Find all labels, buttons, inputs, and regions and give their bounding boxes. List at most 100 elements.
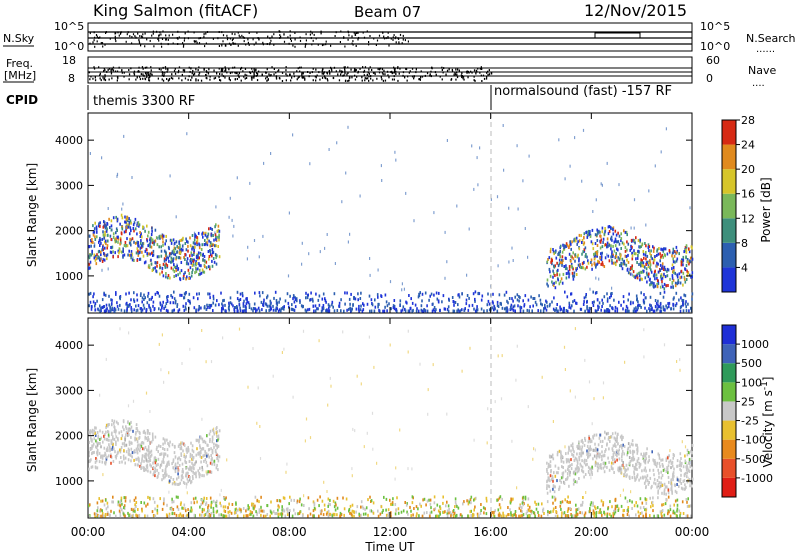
scatter-cell — [596, 244, 599, 247]
scatter-cell — [184, 271, 186, 275]
scatter-cell — [415, 309, 418, 313]
scatter-cell — [124, 514, 126, 518]
scatter-cell — [653, 258, 656, 262]
scatter-cell — [575, 457, 578, 461]
scatter-cell — [165, 234, 167, 238]
scatter-cell — [120, 448, 122, 452]
scatter-cell — [102, 306, 104, 310]
scatter-noise — [301, 241, 303, 245]
scatter-cell — [632, 449, 634, 453]
scatter-cell — [546, 469, 548, 473]
freq-trace-dot — [104, 74, 106, 77]
scatter-cell — [554, 497, 557, 501]
freq-trace-dot — [479, 67, 481, 70]
scatter-cell — [163, 259, 166, 263]
freq-trace-dot — [420, 76, 422, 79]
scatter-cell — [117, 240, 119, 244]
scatter-cell — [136, 232, 138, 236]
scatter-cell — [685, 300, 687, 304]
scatter-cell — [485, 496, 488, 500]
scatter-cell — [605, 448, 607, 452]
scatter-cell — [680, 263, 683, 267]
scatter-cell — [657, 281, 660, 285]
scatter-cell — [646, 474, 649, 478]
freq-trace-dot — [372, 71, 375, 74]
scatter-cell — [110, 228, 113, 232]
scatter-cell — [206, 243, 209, 247]
scatter-cell — [89, 431, 92, 435]
scatter-cell — [147, 495, 149, 499]
scatter-noise — [497, 264, 499, 268]
scatter-cell — [544, 306, 546, 310]
scatter-cell — [329, 503, 331, 507]
freq-trace-dot — [163, 74, 165, 76]
scatter-cell — [654, 299, 657, 302]
scatter-cell — [198, 292, 200, 296]
scatter-noise — [394, 150, 396, 154]
scatter-cell — [125, 443, 128, 447]
sky-trace-dot — [283, 40, 286, 43]
scatter-cell — [141, 459, 143, 463]
scatter-cell — [556, 453, 559, 457]
scatter-cell — [146, 502, 149, 506]
scatter-cell — [110, 238, 113, 241]
scatter-cell — [621, 257, 624, 261]
scatter-cell — [562, 243, 564, 247]
scatter-cell — [361, 309, 364, 313]
scatter-cell — [597, 307, 599, 311]
scatter-cell — [245, 306, 247, 310]
scatter-cell — [90, 238, 92, 242]
scatter-cell — [228, 301, 230, 305]
scatter-cell — [331, 300, 334, 304]
scatter-cell — [675, 491, 678, 495]
scatter-cell — [630, 247, 633, 251]
freq-trace-dot — [244, 77, 246, 80]
scatter-cell — [123, 506, 125, 510]
scatter-cell — [154, 435, 157, 439]
freq-trace-dot — [405, 68, 408, 71]
scatter-cell — [196, 262, 198, 265]
scatter-cell — [284, 299, 287, 303]
scatter-cell — [679, 480, 681, 484]
scatter-cell — [91, 465, 94, 469]
scatter-cell — [209, 226, 212, 230]
scatter-cell — [141, 507, 143, 511]
scatter-cell — [211, 264, 214, 268]
scatter-cell — [663, 513, 666, 517]
scatter-cell — [684, 246, 687, 249]
scatter-cell — [139, 250, 141, 254]
scatter-cell — [561, 263, 563, 267]
scatter-cell — [254, 307, 257, 311]
sky-trace-dot — [267, 35, 269, 38]
scatter-cell — [608, 259, 611, 263]
scatter-cell — [212, 297, 215, 301]
scatter-cell — [584, 267, 587, 271]
scatter-cell — [99, 224, 101, 228]
freq-trace-dot — [100, 79, 102, 82]
scatter-noise — [479, 146, 481, 150]
scatter-cell — [149, 463, 151, 467]
sky-trace-dot — [299, 39, 302, 42]
scatter-cell — [565, 452, 567, 456]
scatter-noise — [193, 241, 195, 245]
scatter-cell — [542, 309, 545, 313]
scatter-cell — [171, 309, 174, 313]
sky-trace-dot — [94, 36, 96, 39]
scatter-cell — [188, 299, 191, 303]
scatter-cell — [105, 229, 108, 233]
scatter-cell — [556, 303, 558, 306]
sky-trace-dot — [224, 44, 226, 47]
scatter-cell — [211, 440, 214, 444]
scatter-cell — [192, 477, 194, 480]
scatter-cell — [101, 514, 104, 518]
sky-trace-dot — [117, 31, 119, 34]
scatter-cell — [171, 443, 174, 447]
scatter-cell — [615, 444, 617, 448]
scatter-cell — [168, 514, 170, 518]
scatter-noise — [517, 207, 519, 211]
scatter-cell — [180, 269, 183, 273]
scatter-noise — [595, 198, 597, 202]
freq-trace-dot — [457, 68, 459, 71]
scatter-noise — [401, 288, 403, 292]
scatter-cell — [90, 253, 93, 257]
